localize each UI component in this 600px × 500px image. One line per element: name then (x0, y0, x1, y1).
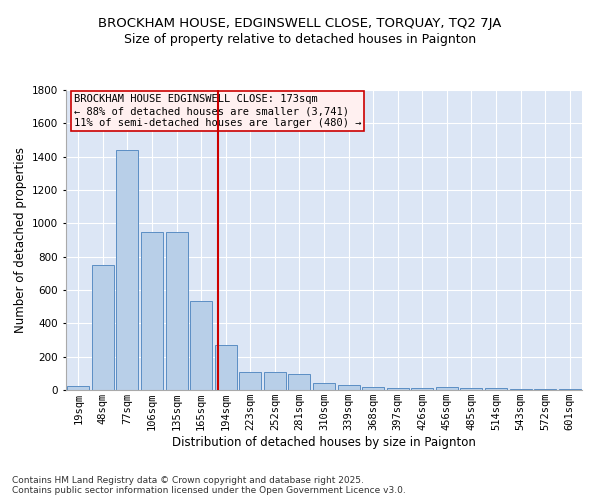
Text: BROCKHAM HOUSE EDGINSWELL CLOSE: 173sqm
← 88% of detached houses are smaller (3,: BROCKHAM HOUSE EDGINSWELL CLOSE: 173sqm … (74, 94, 361, 128)
Bar (264, 372, 286, 390)
Bar (485, 388, 507, 390)
Bar (386, 388, 409, 390)
Bar (166, 232, 188, 390)
Bar (534, 389, 556, 390)
Bar (67, 386, 89, 390)
Bar (362, 386, 384, 390)
Bar (289, 374, 310, 390)
Y-axis label: Number of detached properties: Number of detached properties (14, 147, 26, 333)
Bar (436, 386, 458, 390)
Bar (116, 150, 139, 390)
Bar (92, 265, 114, 390)
Bar (460, 388, 482, 390)
Bar (141, 232, 163, 390)
Bar (411, 388, 433, 390)
Text: Size of property relative to detached houses in Paignton: Size of property relative to detached ho… (124, 32, 476, 46)
Bar (313, 384, 335, 390)
Bar (509, 389, 532, 390)
Bar (190, 301, 212, 390)
Text: Contains HM Land Registry data © Crown copyright and database right 2025.
Contai: Contains HM Land Registry data © Crown c… (12, 476, 406, 495)
Bar (215, 345, 237, 390)
Bar (338, 385, 359, 390)
Bar (559, 389, 581, 390)
Bar (239, 372, 262, 390)
Text: BROCKHAM HOUSE, EDGINSWELL CLOSE, TORQUAY, TQ2 7JA: BROCKHAM HOUSE, EDGINSWELL CLOSE, TORQUA… (98, 18, 502, 30)
X-axis label: Distribution of detached houses by size in Paignton: Distribution of detached houses by size … (172, 436, 476, 449)
